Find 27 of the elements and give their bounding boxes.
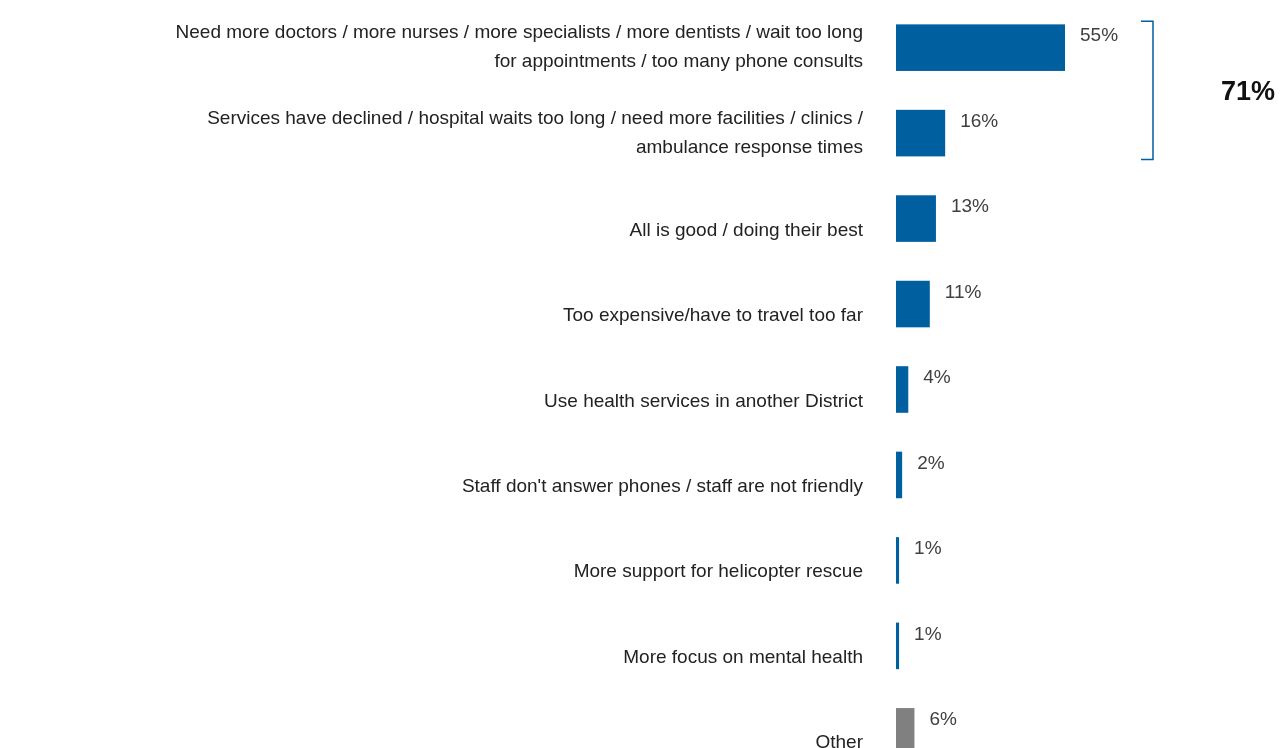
bar <box>896 24 1065 71</box>
y-tick-label: All is good / doing their best <box>629 218 864 240</box>
y-tick-label: Use health services in another District <box>544 389 864 411</box>
bar <box>896 451 903 499</box>
bar <box>896 622 900 670</box>
data-label: 1% <box>914 622 942 644</box>
bar <box>896 109 946 157</box>
y-tick-label: Services have declined / hospital waits too long / need more facilities / clinics / ambulance response times <box>207 106 864 157</box>
data-label: 55% <box>1080 24 1119 46</box>
data-label: 2% <box>917 451 945 473</box>
y-tick-label: Other <box>815 731 864 748</box>
y-tick-label: More support for helicopter rescue <box>573 560 863 582</box>
bar <box>896 195 936 242</box>
bar <box>896 280 930 328</box>
text: 71% <box>1220 75 1276 106</box>
y-tick-label: More focus on mental health <box>623 645 863 667</box>
y-tick-label: Staff don't answer phones / staff are not friendly <box>461 474 864 496</box>
data-label: 1% <box>914 537 942 559</box>
data-label: 13% <box>950 195 990 217</box>
bar <box>896 537 900 584</box>
y-tick-label: Need more doctors / more nurses / more specialists / more dentists / wait too long for appointments / too many phone consults <box>175 21 863 72</box>
bar <box>896 366 909 413</box>
data-label: 4% <box>923 366 951 388</box>
y-tick-label: Too expensive/have to travel too far <box>563 304 864 326</box>
data-label: 16% <box>960 109 999 131</box>
data-label: 11% <box>944 280 982 302</box>
data-label: 6% <box>929 708 957 730</box>
